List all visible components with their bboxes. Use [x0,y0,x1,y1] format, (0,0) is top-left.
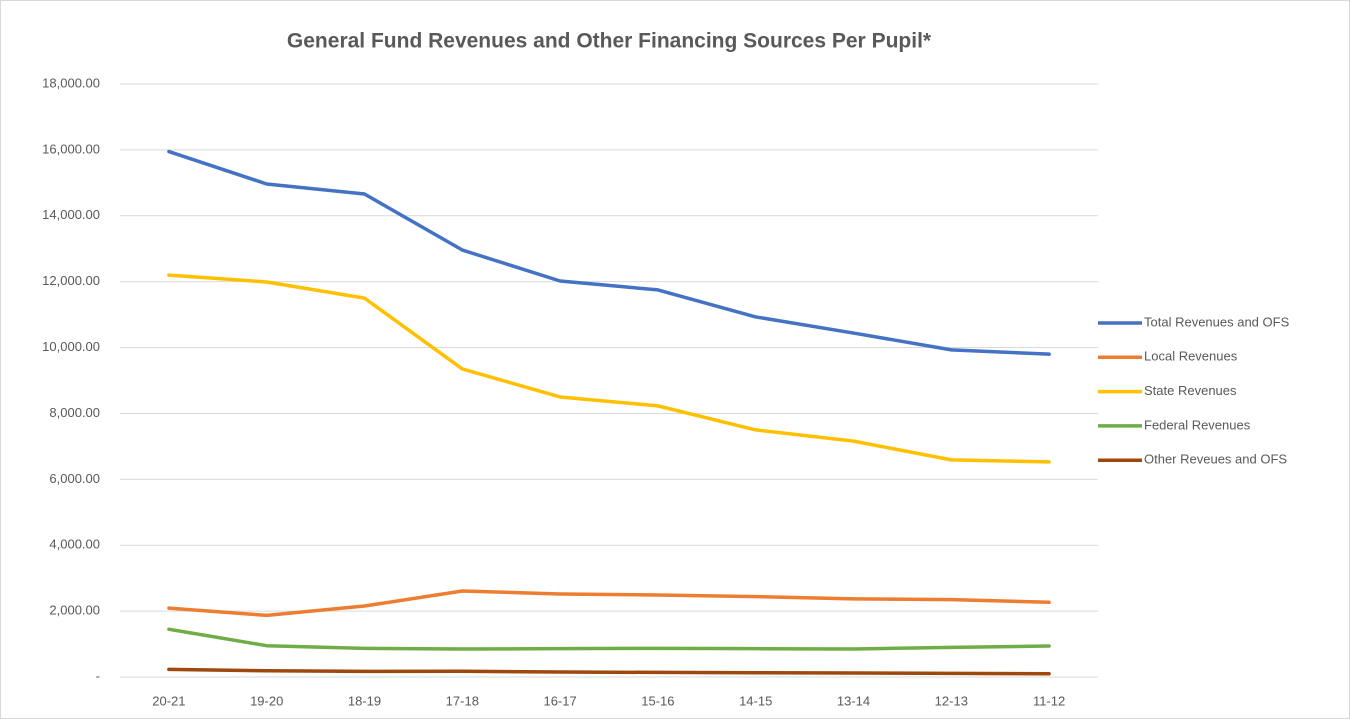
x-tick-label: 20-21 [152,693,185,708]
x-tick-label: 14-15 [739,693,772,708]
y-tick-label: 6,000.00 [49,471,100,486]
legend-label: Federal Revenues [1144,417,1251,432]
line-series [167,273,1051,464]
chart-title: General Fund Revenues and Other Financin… [287,30,932,53]
y-tick-label: 12,000.00 [42,273,100,288]
line-series [167,589,1051,618]
y-tick-label: 10,000.00 [42,339,100,354]
y-tick-label: 16,000.00 [42,141,100,156]
y-tick-label: 14,000.00 [42,207,100,222]
line-series [167,627,1051,651]
x-tick-label: 12-13 [935,693,968,708]
legend-label: Total Revenues and OFS [1144,314,1290,329]
legend-label: Local Revenues [1144,349,1238,364]
line-series [167,667,1051,676]
y-tick-label: 18,000.00 [42,75,100,90]
x-tick-label: 19-20 [250,693,283,708]
x-tick-label: 15-16 [641,693,674,708]
y-tick-label: 2,000.00 [49,603,100,618]
y-tick-label: 4,000.00 [49,537,100,552]
x-tick-label: 18-19 [348,693,381,708]
y-tick-label: - [96,668,100,683]
x-tick-label: 17-18 [446,693,479,708]
x-tick-label: 11-12 [1033,693,1065,708]
y-tick-label: 8,000.00 [49,405,100,420]
line-series [167,149,1051,356]
x-tick-label: 16-17 [543,693,576,708]
legend-label: State Revenues [1144,383,1237,398]
legend-label: Other Reveues and OFS [1144,452,1287,467]
x-tick-label: 13-14 [837,693,870,708]
